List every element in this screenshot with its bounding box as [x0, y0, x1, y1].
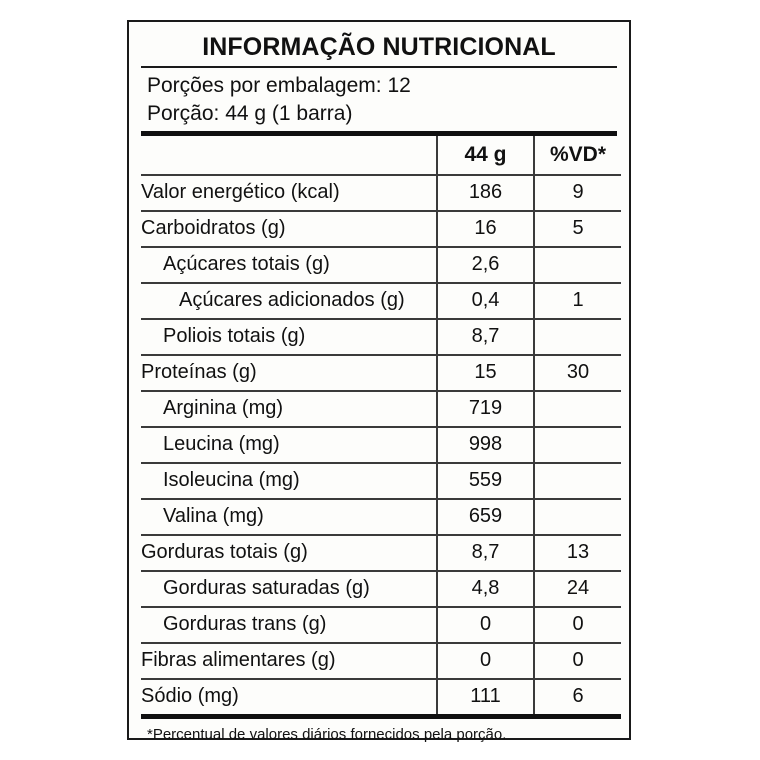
nutrient-amount: 15 — [436, 354, 534, 392]
nutrient-daily-value — [533, 390, 621, 428]
table-row: Sódio (mg) 111 6 — [141, 678, 621, 719]
nutrient-amount: 4,8 — [436, 570, 534, 608]
table-row: Gorduras saturadas (g) 4,8 24 — [141, 570, 621, 608]
nutrient-daily-value: 0 — [533, 606, 621, 644]
nutrient-name: Gorduras saturadas (g) — [141, 570, 437, 608]
serving-size: Porção: 44 g (1 barra) — [147, 101, 353, 125]
table-row: Gorduras trans (g) 0 0 — [141, 606, 621, 644]
nutrient-amount: 559 — [436, 462, 534, 500]
nutrient-amount: 0,4 — [436, 282, 534, 320]
nutrient-name: Proteínas (g) — [141, 354, 437, 392]
nutrient-amount: 186 — [436, 174, 534, 212]
nutrient-name: Açúcares adicionados (g) — [141, 282, 437, 320]
nutrient-daily-value — [533, 318, 621, 356]
nutrient-daily-value: 9 — [533, 174, 621, 212]
column-header-nutrient — [141, 135, 437, 176]
nutrition-table: 44 g %VD* Valor energético (kcal) 186 9 Car… — [141, 135, 621, 719]
nutrient-daily-value: 0 — [533, 642, 621, 680]
nutrient-amount: 659 — [436, 498, 534, 536]
nutrient-amount: 16 — [436, 210, 534, 248]
divider-under-title — [141, 66, 617, 69]
table-header-row: 44 g %VD* — [141, 135, 621, 176]
nutrient-daily-value: 24 — [533, 570, 621, 608]
table-row: Isoleucina (mg) 559 — [141, 462, 621, 500]
nutrient-amount: 2,6 — [436, 246, 534, 284]
table-row: Arginina (mg) 719 — [141, 390, 621, 428]
footnote: *Percentual de valores diários fornecido… — [147, 725, 507, 743]
serving-info: Porções por embalagem: 12 Porção: 44 g (… — [141, 68, 617, 130]
nutrient-name: Gorduras trans (g) — [141, 606, 437, 644]
nutrient-name: Isoleucina (mg) — [141, 462, 437, 500]
nutrient-daily-value — [533, 498, 621, 536]
table-row: Gorduras totais (g) 8,7 13 — [141, 534, 621, 572]
nutrient-daily-value: 13 — [533, 534, 621, 572]
table-row: Fibras alimentares (g) 0 0 — [141, 642, 621, 680]
nutrient-amount: 0 — [436, 606, 534, 644]
nutrition-facts-label: INFORMAÇÃO NUTRICIONAL Porções por embal… — [127, 20, 631, 743]
nutrient-amount: 8,7 — [436, 534, 534, 572]
page-title: INFORMAÇÃO NUTRICIONAL — [202, 33, 556, 61]
label-inner: INFORMAÇÃO NUTRICIONAL Porções por embal… — [141, 22, 621, 743]
table-row: Valor energético (kcal) 186 9 — [141, 174, 621, 212]
nutrient-daily-value — [533, 426, 621, 464]
nutrient-name: Poliois totais (g) — [141, 318, 437, 356]
nutrient-name: Valor energético (kcal) — [141, 174, 437, 212]
nutrient-daily-value — [533, 462, 621, 500]
nutrient-name: Sódio (mg) — [141, 678, 437, 719]
nutrient-name: Gorduras totais (g) — [141, 534, 437, 572]
nutrient-amount: 8,7 — [436, 318, 534, 356]
nutrient-name: Fibras alimentares (g) — [141, 642, 437, 680]
servings-per-package: Porções por embalagem: 12 — [147, 74, 411, 98]
nutrient-name: Carboidratos (g) — [141, 210, 437, 248]
nutrient-daily-value: 1 — [533, 282, 621, 320]
nutrient-name: Arginina (mg) — [141, 390, 437, 428]
column-header-daily-value: %VD* — [533, 135, 621, 176]
table-row: Proteínas (g) 15 30 — [141, 354, 621, 392]
nutrient-amount: 0 — [436, 642, 534, 680]
table-row: Açúcares adicionados (g) 0,4 1 — [141, 282, 621, 320]
nutrient-name: Açúcares totais (g) — [141, 246, 437, 284]
table-row: Poliois totais (g) 8,7 — [141, 318, 621, 356]
nutrient-amount: 719 — [436, 390, 534, 428]
nutrient-name: Valina (mg) — [141, 498, 437, 536]
nutrient-amount: 998 — [436, 426, 534, 464]
table-row: Valina (mg) 659 — [141, 498, 621, 536]
nutrient-amount: 111 — [436, 678, 534, 719]
table-body: Valor energético (kcal) 186 9 Carboidratos … — [141, 174, 621, 719]
divider-above-table — [141, 130, 617, 136]
column-header-amount: 44 g — [436, 135, 534, 176]
nutrient-daily-value — [533, 246, 621, 284]
table-row: Carboidratos (g) 16 5 — [141, 210, 621, 248]
nutrient-daily-value: 5 — [533, 210, 621, 248]
nutrient-name: Leucina (mg) — [141, 426, 437, 464]
table-header: 44 g %VD* — [141, 135, 621, 176]
table-row: Açúcares totais (g) 2,6 — [141, 246, 621, 284]
nutrient-daily-value: 30 — [533, 354, 621, 392]
table-row: Leucina (mg) 998 — [141, 426, 621, 464]
nutrient-daily-value: 6 — [533, 678, 621, 719]
